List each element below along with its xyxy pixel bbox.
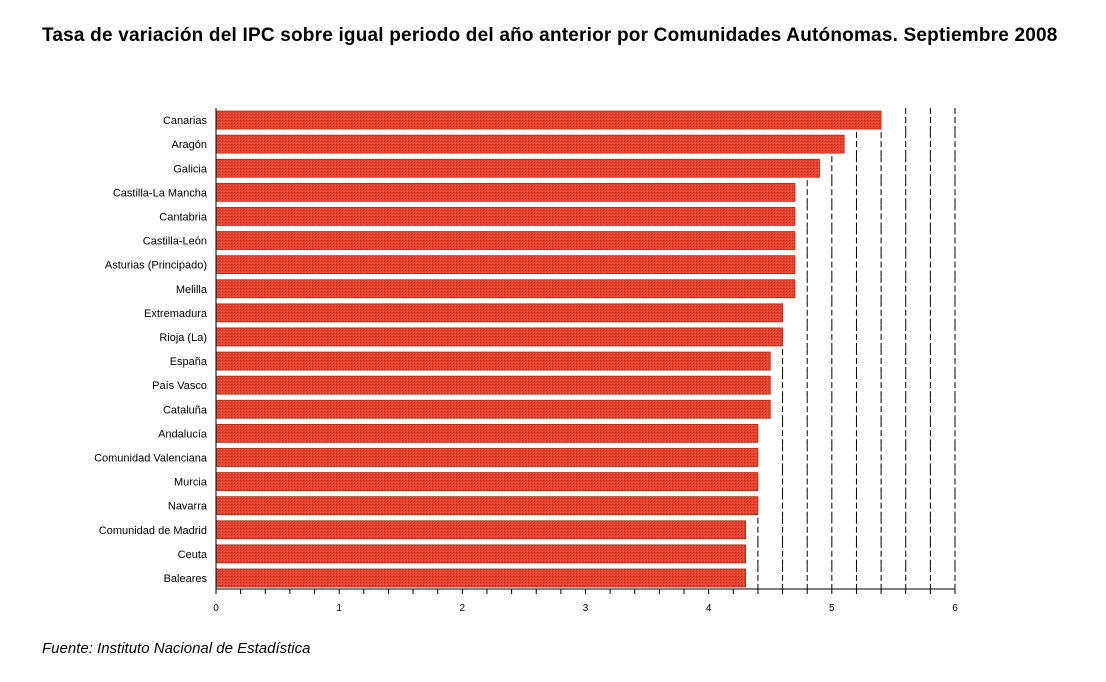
bar-murcia xyxy=(215,472,759,491)
category-label: Melilla xyxy=(176,284,208,296)
page-title: Tasa de variación del IPC sobre igual pe… xyxy=(42,25,1058,46)
category-label: Asturias (Principado) xyxy=(105,260,207,272)
bar-asturias-principado- xyxy=(215,255,796,275)
bar-comunidad-de-madrid xyxy=(215,520,747,540)
category-label: Extremadura xyxy=(144,308,208,320)
category-label: Galicia xyxy=(173,163,208,175)
category-label: Cataluña xyxy=(163,404,208,416)
category-label: Castilla-León xyxy=(143,236,207,248)
x-tick-label: 6 xyxy=(952,603,958,614)
x-tick-label: 3 xyxy=(583,603,589,614)
category-label: Ceuta xyxy=(178,549,208,561)
x-tick-label: 0 xyxy=(213,603,219,614)
bar-castilla-la-mancha xyxy=(215,182,796,202)
bars xyxy=(215,110,882,588)
bar-baleares xyxy=(215,568,747,588)
bar-cataluña xyxy=(215,399,771,419)
bar-andalucía xyxy=(215,423,759,443)
category-label: Canarias xyxy=(163,115,208,127)
bar-canarias xyxy=(215,110,882,130)
category-label: País Vasco xyxy=(152,380,207,392)
category-label: Baleares xyxy=(164,573,208,585)
category-label: España xyxy=(170,356,208,368)
category-label: Castilla-La Mancha xyxy=(113,187,208,199)
category-label: Cantabria xyxy=(159,211,208,223)
bar-extremadura xyxy=(215,303,783,323)
source-note: Fuente: Instituto Nacional de Estadístic… xyxy=(42,640,311,657)
bar-país-vasco xyxy=(215,375,771,395)
bar-rioja-la- xyxy=(215,327,783,347)
bar-cantabria xyxy=(215,207,796,226)
category-label: Comunidad Valenciana xyxy=(94,452,208,464)
category-labels: Canarias Aragón Galicia Castilla-La Mancha C… xyxy=(94,115,208,585)
x-tick-label: 5 xyxy=(829,603,835,614)
bar-castilla-león xyxy=(215,231,796,250)
bar-ceuta xyxy=(215,544,747,564)
bar-galicia xyxy=(215,158,820,178)
category-label: Rioja (La) xyxy=(159,332,207,344)
category-label: Andalucía xyxy=(158,428,208,440)
x-axis: 0 1 2 3 4 5 6 xyxy=(213,108,958,614)
category-label: Murcia xyxy=(174,477,208,489)
category-label: Navarra xyxy=(168,501,208,513)
bar-navarra xyxy=(215,496,759,516)
x-tick-label: 2 xyxy=(460,603,466,614)
grid-lines xyxy=(757,108,956,590)
bar-comunidad-valenciana xyxy=(215,448,759,467)
bar-aragón xyxy=(215,134,845,154)
x-tick-label: 4 xyxy=(706,603,712,614)
bar-españa xyxy=(215,351,771,371)
x-tick-label: 1 xyxy=(336,603,342,614)
category-label: Aragón xyxy=(172,139,207,151)
category-label: Comunidad de Madrid xyxy=(99,525,207,537)
bar-melilla xyxy=(215,279,796,299)
